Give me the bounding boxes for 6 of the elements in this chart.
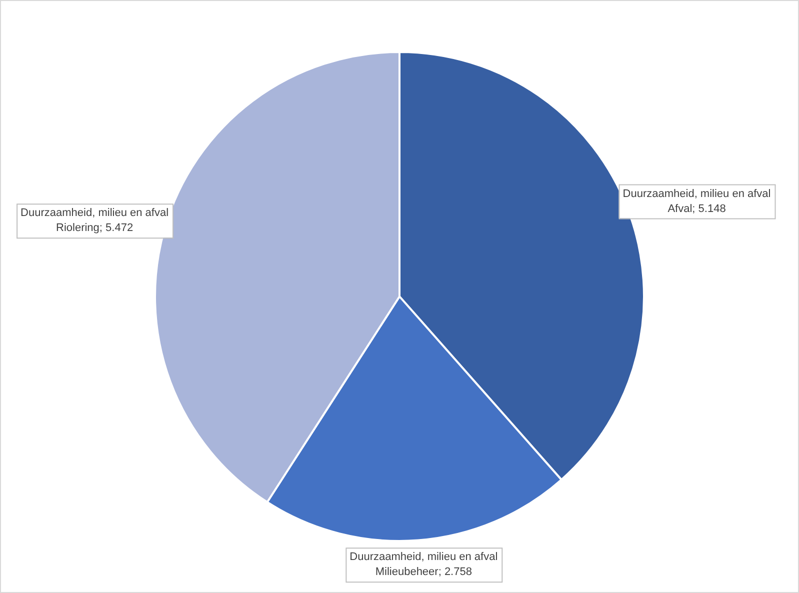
slice-label: Riolering; 5.472 — [56, 222, 134, 234]
text: Duurzaamheid, milieu en afval — [622, 188, 771, 200]
text: Duurzaamheid, milieu en afval — [350, 551, 498, 564]
slice-label: Milieubeheer; 2.758 — [375, 566, 472, 578]
slice-label: Afval; 5.148 — [668, 202, 726, 215]
slice-label: Duurzaamheid, milieu en afval — [20, 207, 169, 220]
